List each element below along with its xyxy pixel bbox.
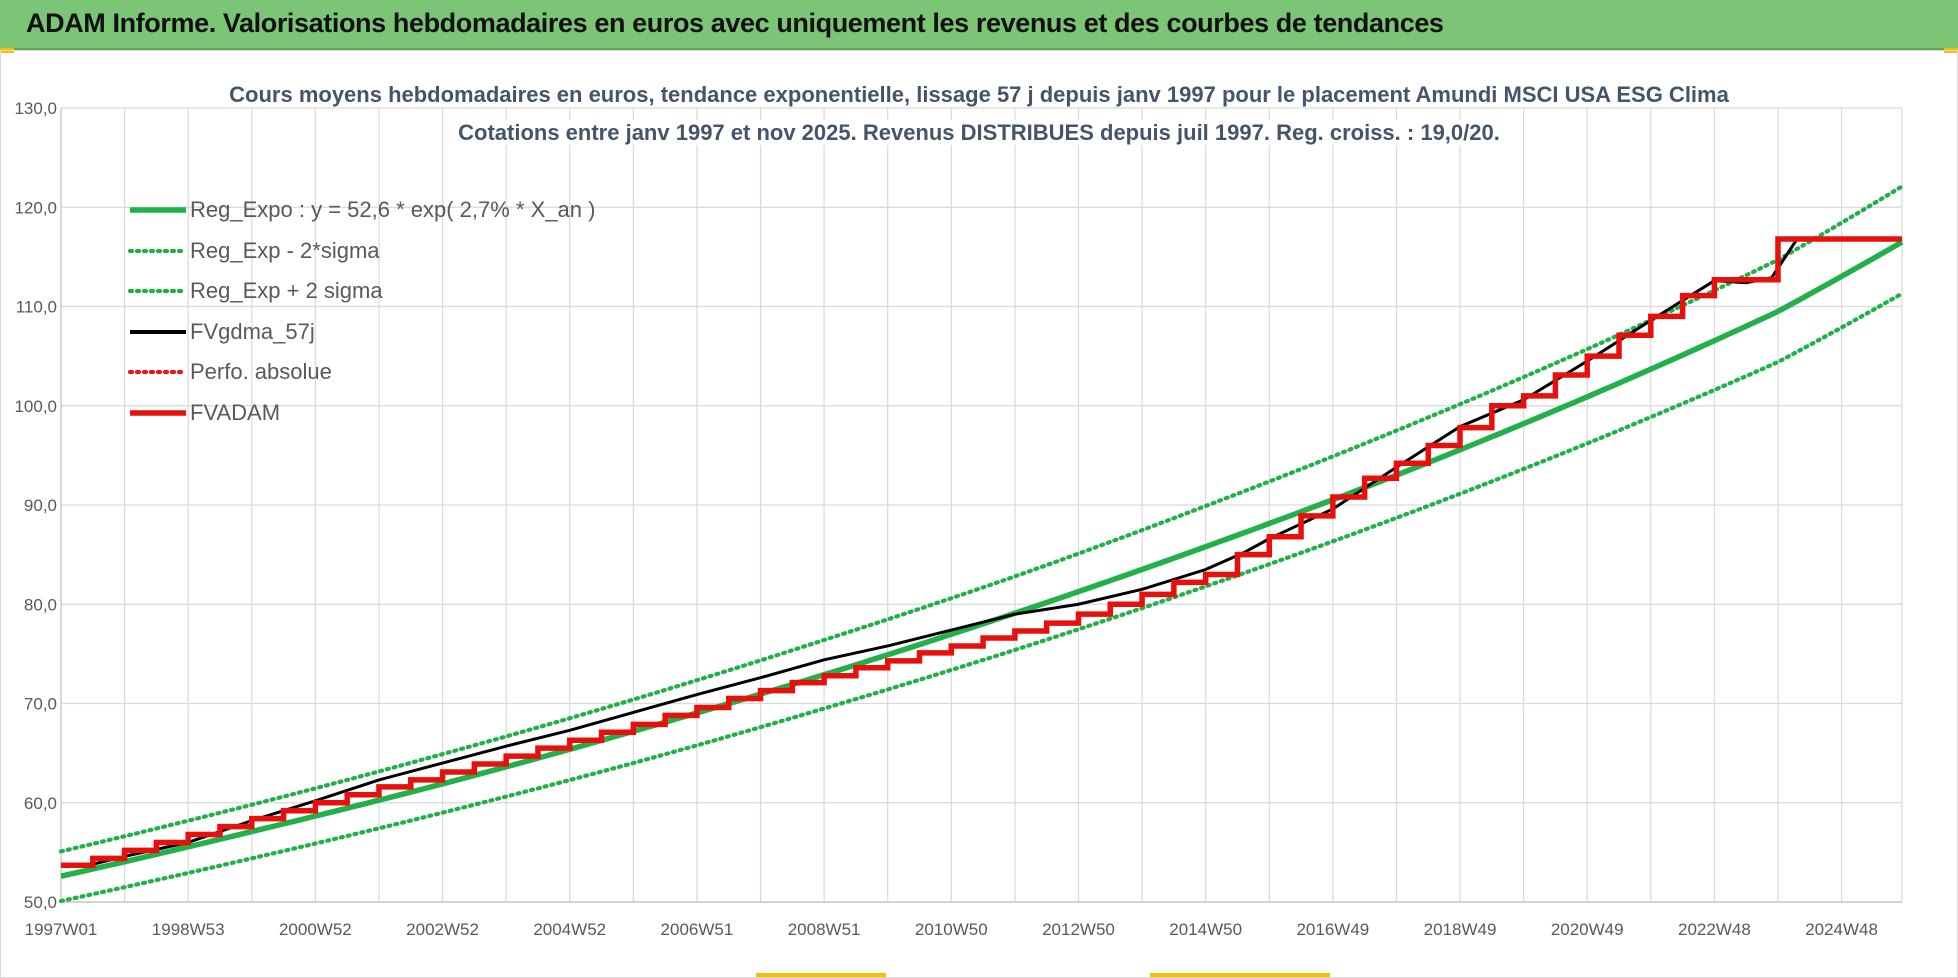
chart-legend: Reg_Expo : y = 52,6 * exp( 2,7% * X_an )… xyxy=(128,190,595,433)
legend-label: FVADAM xyxy=(190,399,281,425)
series-line-reg-exp-2-sigma xyxy=(58,184,1905,854)
x-tick-label: 2000W52 xyxy=(279,920,352,939)
x-tick-label: 2012W50 xyxy=(1042,920,1115,939)
x-tick-label: 2002W52 xyxy=(406,920,479,939)
series-layer xyxy=(58,184,1905,904)
report-title: ADAM Informe. Valorisations hebdomadaire… xyxy=(26,8,1444,38)
legend-item: Reg_Exp + 2 sigma xyxy=(128,271,595,312)
series-line-reg-exp-2-sigma xyxy=(58,291,1905,904)
y-tick-label: 120,0 xyxy=(14,198,57,217)
legend-item: Perfo. absolue xyxy=(128,352,595,393)
axis-layer xyxy=(60,108,1902,903)
legend-swatch xyxy=(130,207,186,213)
y-tick-label: 50,0 xyxy=(24,893,57,912)
chart-title-line2-text: Cotations entre janv 1997 et nov 2025. R… xyxy=(448,120,1510,145)
x-tick-label: 1997W01 xyxy=(25,920,98,939)
x-tick-label: 2004W52 xyxy=(533,920,606,939)
y-tick-label: 130,0 xyxy=(14,99,57,118)
x-tick-label: 2016W49 xyxy=(1296,920,1369,939)
chart-title-line2: Cotations entre janv 1997 et nov 2025. R… xyxy=(0,120,1958,146)
series-line-fvadam xyxy=(61,236,1902,869)
series-line-reg-expo-y-52-6-exp-2-7-x-an xyxy=(60,239,1904,879)
legend-swatch xyxy=(128,370,188,375)
legend-item: FVgdma_57j xyxy=(128,312,595,353)
y-tick-labels: 50,0 60,0 70,0 80,0 90,0 100,0 110,0 120,0 130,0 xyxy=(14,99,57,912)
y-tick-label: 110,0 xyxy=(16,298,57,317)
x-tick-label: 2018W49 xyxy=(1424,920,1497,939)
legend-swatch xyxy=(128,248,188,253)
legend-label: Reg_Exp - 2*sigma xyxy=(190,237,380,263)
legend-item: Reg_Exp - 2*sigma xyxy=(128,231,595,272)
corner-accent-bottom-1 xyxy=(756,973,886,978)
legend-label: Reg_Expo : y = 52,6 * exp( 2,7% * X_an ) xyxy=(190,197,596,223)
x-tick-labels: 1997W01 1998W53 2000W52 2002W52 2004W52 2006W… xyxy=(25,920,1878,939)
x-tick-label: 2020W49 xyxy=(1551,920,1624,939)
legend-item: Reg_Expo : y = 52,6 * exp( 2,7% * X_an ) xyxy=(128,190,595,231)
y-tick-label: 100,0 xyxy=(14,397,57,416)
legend-label: Perfo. absolue xyxy=(190,359,332,385)
legend-label: FVgdma_57j xyxy=(190,318,315,344)
legend-swatch xyxy=(128,289,188,294)
x-tick-label: 2024W48 xyxy=(1805,920,1878,939)
chart-title-line1-text: Cours moyens hebdomadaires en euros, ten… xyxy=(219,82,1739,107)
legend-item: FVADAM xyxy=(128,393,595,434)
x-tick-label: 2010W50 xyxy=(915,920,988,939)
y-tick-label: 90,0 xyxy=(24,496,57,515)
x-tick-label: 2022W48 xyxy=(1678,920,1751,939)
corner-accent-bottom-2 xyxy=(1150,973,1330,978)
x-tick-label: 2014W50 xyxy=(1169,920,1242,939)
x-tick-label: 2006W51 xyxy=(661,920,734,939)
x-tick-label: 1998W53 xyxy=(152,920,225,939)
x-tick-label: 2008W51 xyxy=(788,920,861,939)
legend-swatch xyxy=(130,410,186,416)
chart-title-line1: Cours moyens hebdomadaires en euros, ten… xyxy=(0,82,1958,108)
y-tick-label: 80,0 xyxy=(24,595,57,614)
y-tick-label: 70,0 xyxy=(24,695,57,714)
y-tick-label: 60,0 xyxy=(24,794,57,813)
header-bar: ADAM Informe. Valorisations hebdomadaire… xyxy=(0,0,1958,50)
legend-swatch xyxy=(130,329,186,334)
legend-label: Reg_Exp + 2 sigma xyxy=(190,278,383,304)
